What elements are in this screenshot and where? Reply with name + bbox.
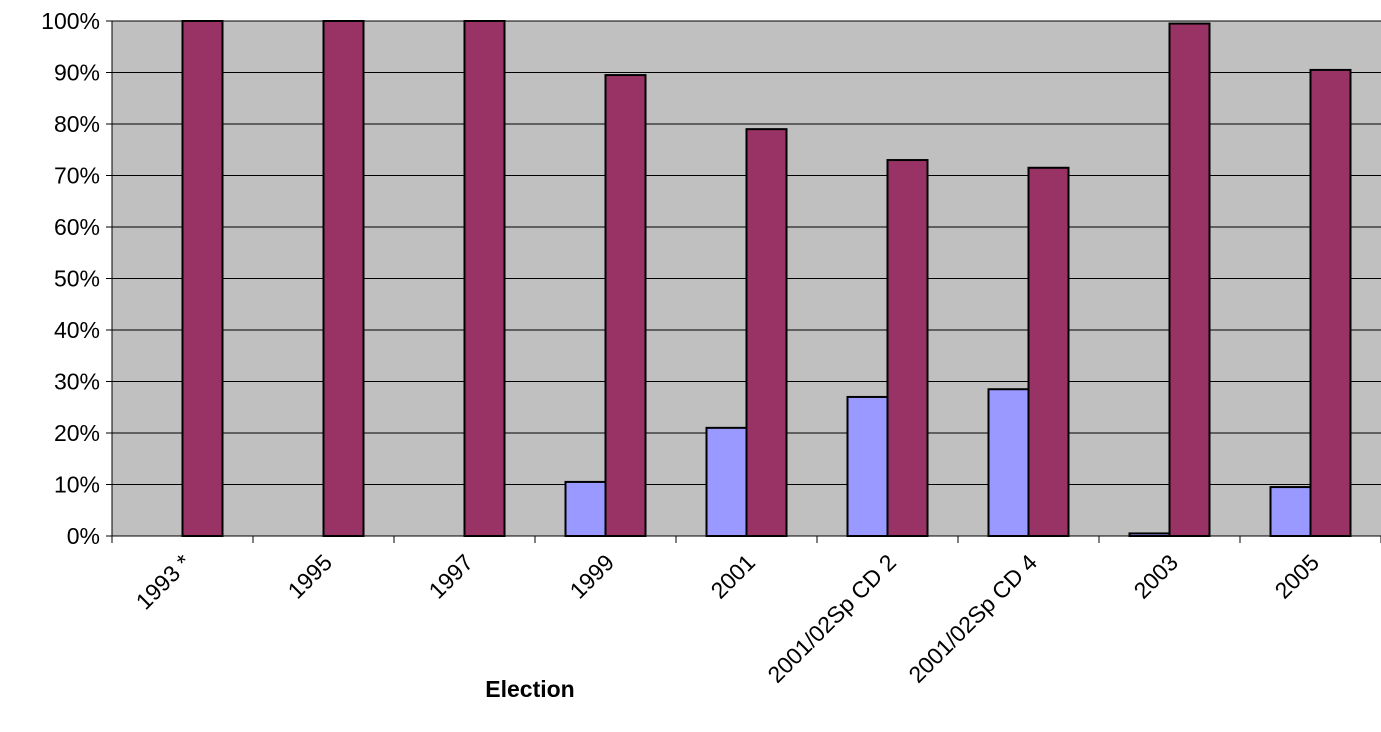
x-tick-label: 2001/02Sp CD 4: [903, 549, 1042, 688]
y-tick-label: 80%: [54, 111, 100, 137]
y-tick-label: 100%: [41, 8, 100, 34]
bar: [745, 128, 788, 537]
y-tick-label: 60%: [54, 214, 100, 240]
y-tick-label: 0%: [67, 523, 100, 549]
axes: [106, 20, 1381, 543]
bar: [987, 388, 1030, 537]
bar: [886, 159, 929, 538]
y-tick-label: 90%: [54, 60, 100, 86]
bar: [1027, 166, 1070, 537]
y-tick-label: 40%: [54, 317, 100, 343]
y-tick-label: 20%: [54, 420, 100, 446]
x-tick-label: 1993 *: [131, 549, 196, 614]
bar: [322, 20, 365, 537]
bar: [564, 480, 607, 537]
x-tick-label: 2001/02Sp CD 2: [762, 549, 901, 688]
y-tick-label: 50%: [54, 266, 100, 292]
bar: [463, 20, 506, 537]
x-tick-label: 2005: [1269, 549, 1324, 604]
bar: [1168, 22, 1211, 537]
bar: [705, 426, 748, 538]
x-axis-tick-labels: 1993 * 1995 1997 1999 2001 2001/02Sp CD 2 2001…: [131, 549, 1324, 688]
bar: [846, 395, 889, 538]
bar: [604, 74, 647, 537]
x-axis-title: Election: [485, 676, 574, 702]
bars: [181, 20, 1352, 538]
y-tick-label: 70%: [54, 163, 100, 189]
x-tick-label: 1999: [564, 549, 619, 604]
x-tick-label: 2001: [705, 549, 760, 604]
y-tick-label: 30%: [54, 369, 100, 395]
x-tick-label: 2003: [1128, 549, 1183, 604]
x-tick-label: 1997: [423, 549, 478, 604]
bar: [1309, 68, 1352, 538]
x-tick-label: 1995: [282, 549, 337, 604]
y-tick-label: 10%: [54, 472, 100, 498]
bar: [1269, 486, 1312, 538]
bar: [181, 20, 224, 537]
y-axis-tick-labels: 0% 10% 20% 30% 40% 50% 60% 70% 80% 90% 100%: [41, 8, 100, 549]
